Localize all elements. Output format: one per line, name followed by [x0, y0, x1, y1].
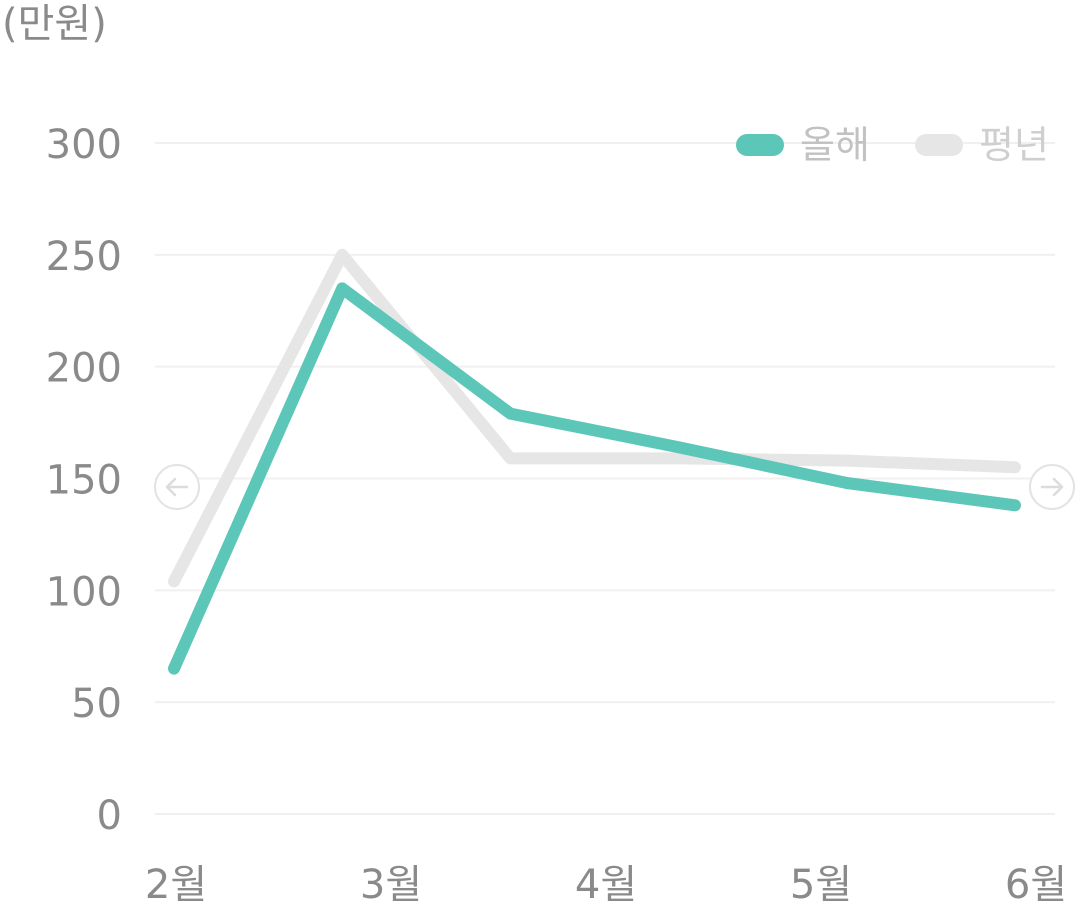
grid-lines [155, 142, 1055, 815]
series-lines [168, 248, 1021, 675]
y-tick-label: 200 [46, 346, 122, 392]
x-tick-label: 6월 [1005, 862, 1067, 908]
legend-swatch-this-year [736, 134, 784, 156]
x-tick-label: 4월 [575, 862, 637, 908]
legend: 올해 평년 [736, 123, 1049, 167]
y-axis-ticks: 0 50 100 150 200 250 300 [46, 122, 122, 839]
arrow-left-glyph [165, 477, 189, 497]
y-axis-unit-label: (만원) [2, 1, 107, 47]
legend-label-this-year: 올해 [800, 123, 870, 167]
legend-label-avg-year: 평년 [979, 123, 1049, 167]
x-tick-label: 5월 [790, 862, 852, 908]
y-tick-label: 300 [46, 122, 122, 168]
series-line-avg-year [168, 248, 1021, 588]
legend-swatch-avg-year [915, 134, 963, 156]
x-axis-ticks: 2월 3월 4월 5월 6월 [145, 862, 1067, 908]
y-tick-label: 100 [46, 569, 122, 615]
y-tick-label: 250 [46, 234, 122, 280]
series-line-this-year [168, 282, 1021, 675]
y-tick-label: 0 [97, 793, 122, 839]
x-tick-label: 2월 [145, 862, 207, 908]
next-arrow-button[interactable] [1029, 464, 1075, 510]
y-tick-label: 50 [71, 681, 122, 727]
arrow-right-glyph [1040, 477, 1064, 497]
x-tick-label: 3월 [360, 862, 422, 908]
y-tick-label: 150 [46, 458, 122, 504]
prev-arrow-button[interactable] [154, 464, 200, 510]
